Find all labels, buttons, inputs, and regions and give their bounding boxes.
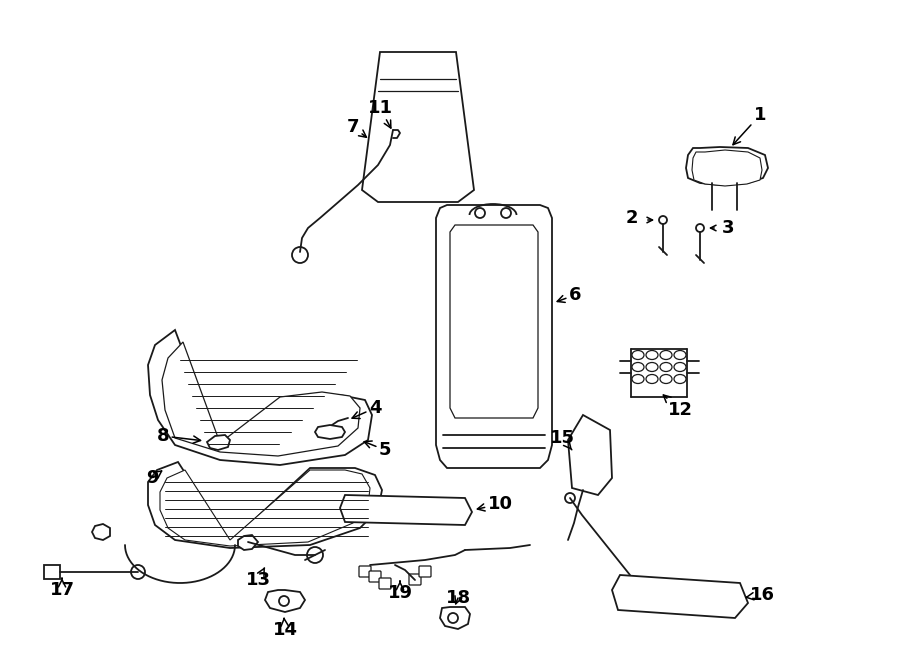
- Polygon shape: [207, 435, 230, 450]
- Polygon shape: [362, 52, 474, 202]
- Ellipse shape: [646, 362, 658, 371]
- Polygon shape: [265, 590, 305, 612]
- Polygon shape: [148, 330, 372, 465]
- FancyBboxPatch shape: [359, 566, 371, 577]
- Polygon shape: [238, 535, 258, 550]
- Circle shape: [448, 613, 458, 623]
- Circle shape: [279, 596, 289, 606]
- Ellipse shape: [646, 350, 658, 360]
- Circle shape: [307, 547, 323, 563]
- Polygon shape: [686, 147, 768, 185]
- Text: 5: 5: [364, 441, 392, 459]
- Text: 6: 6: [557, 286, 581, 304]
- Circle shape: [292, 247, 308, 263]
- FancyBboxPatch shape: [409, 574, 421, 585]
- Text: 1: 1: [733, 106, 766, 145]
- Polygon shape: [692, 150, 762, 186]
- FancyBboxPatch shape: [369, 571, 381, 582]
- Circle shape: [131, 565, 145, 579]
- Circle shape: [475, 208, 485, 218]
- Polygon shape: [160, 470, 370, 546]
- Polygon shape: [162, 342, 360, 456]
- Circle shape: [565, 493, 575, 503]
- Ellipse shape: [660, 350, 672, 360]
- Ellipse shape: [660, 362, 672, 371]
- FancyBboxPatch shape: [419, 566, 431, 577]
- Polygon shape: [612, 575, 748, 618]
- Text: 2: 2: [626, 209, 638, 227]
- Ellipse shape: [674, 362, 686, 371]
- Text: 14: 14: [273, 618, 298, 639]
- Polygon shape: [315, 425, 345, 439]
- Text: 7: 7: [346, 118, 366, 137]
- Circle shape: [696, 224, 704, 232]
- Text: 18: 18: [446, 589, 471, 607]
- Polygon shape: [568, 415, 612, 495]
- Text: 9: 9: [146, 469, 162, 487]
- Circle shape: [501, 208, 511, 218]
- Bar: [44, 565, 60, 579]
- Ellipse shape: [632, 375, 644, 383]
- Text: 4: 4: [352, 399, 382, 418]
- Ellipse shape: [674, 375, 686, 383]
- Polygon shape: [450, 225, 538, 418]
- Ellipse shape: [674, 350, 686, 360]
- Ellipse shape: [632, 350, 644, 360]
- FancyBboxPatch shape: [379, 578, 391, 589]
- Polygon shape: [92, 524, 110, 540]
- Text: 17: 17: [50, 578, 75, 599]
- Ellipse shape: [660, 375, 672, 383]
- Text: 19: 19: [388, 581, 412, 602]
- Text: 10: 10: [477, 495, 512, 513]
- Polygon shape: [148, 462, 382, 548]
- Text: 13: 13: [246, 568, 271, 589]
- Text: 15: 15: [550, 429, 574, 449]
- Text: 16: 16: [746, 586, 775, 604]
- Circle shape: [659, 216, 667, 224]
- Text: 12: 12: [663, 395, 692, 419]
- Polygon shape: [340, 495, 472, 525]
- Text: 11: 11: [367, 99, 392, 128]
- Polygon shape: [436, 205, 552, 468]
- Text: 3: 3: [722, 219, 734, 237]
- Polygon shape: [440, 607, 470, 629]
- Ellipse shape: [646, 375, 658, 383]
- Ellipse shape: [632, 362, 644, 371]
- Text: 8: 8: [157, 427, 201, 445]
